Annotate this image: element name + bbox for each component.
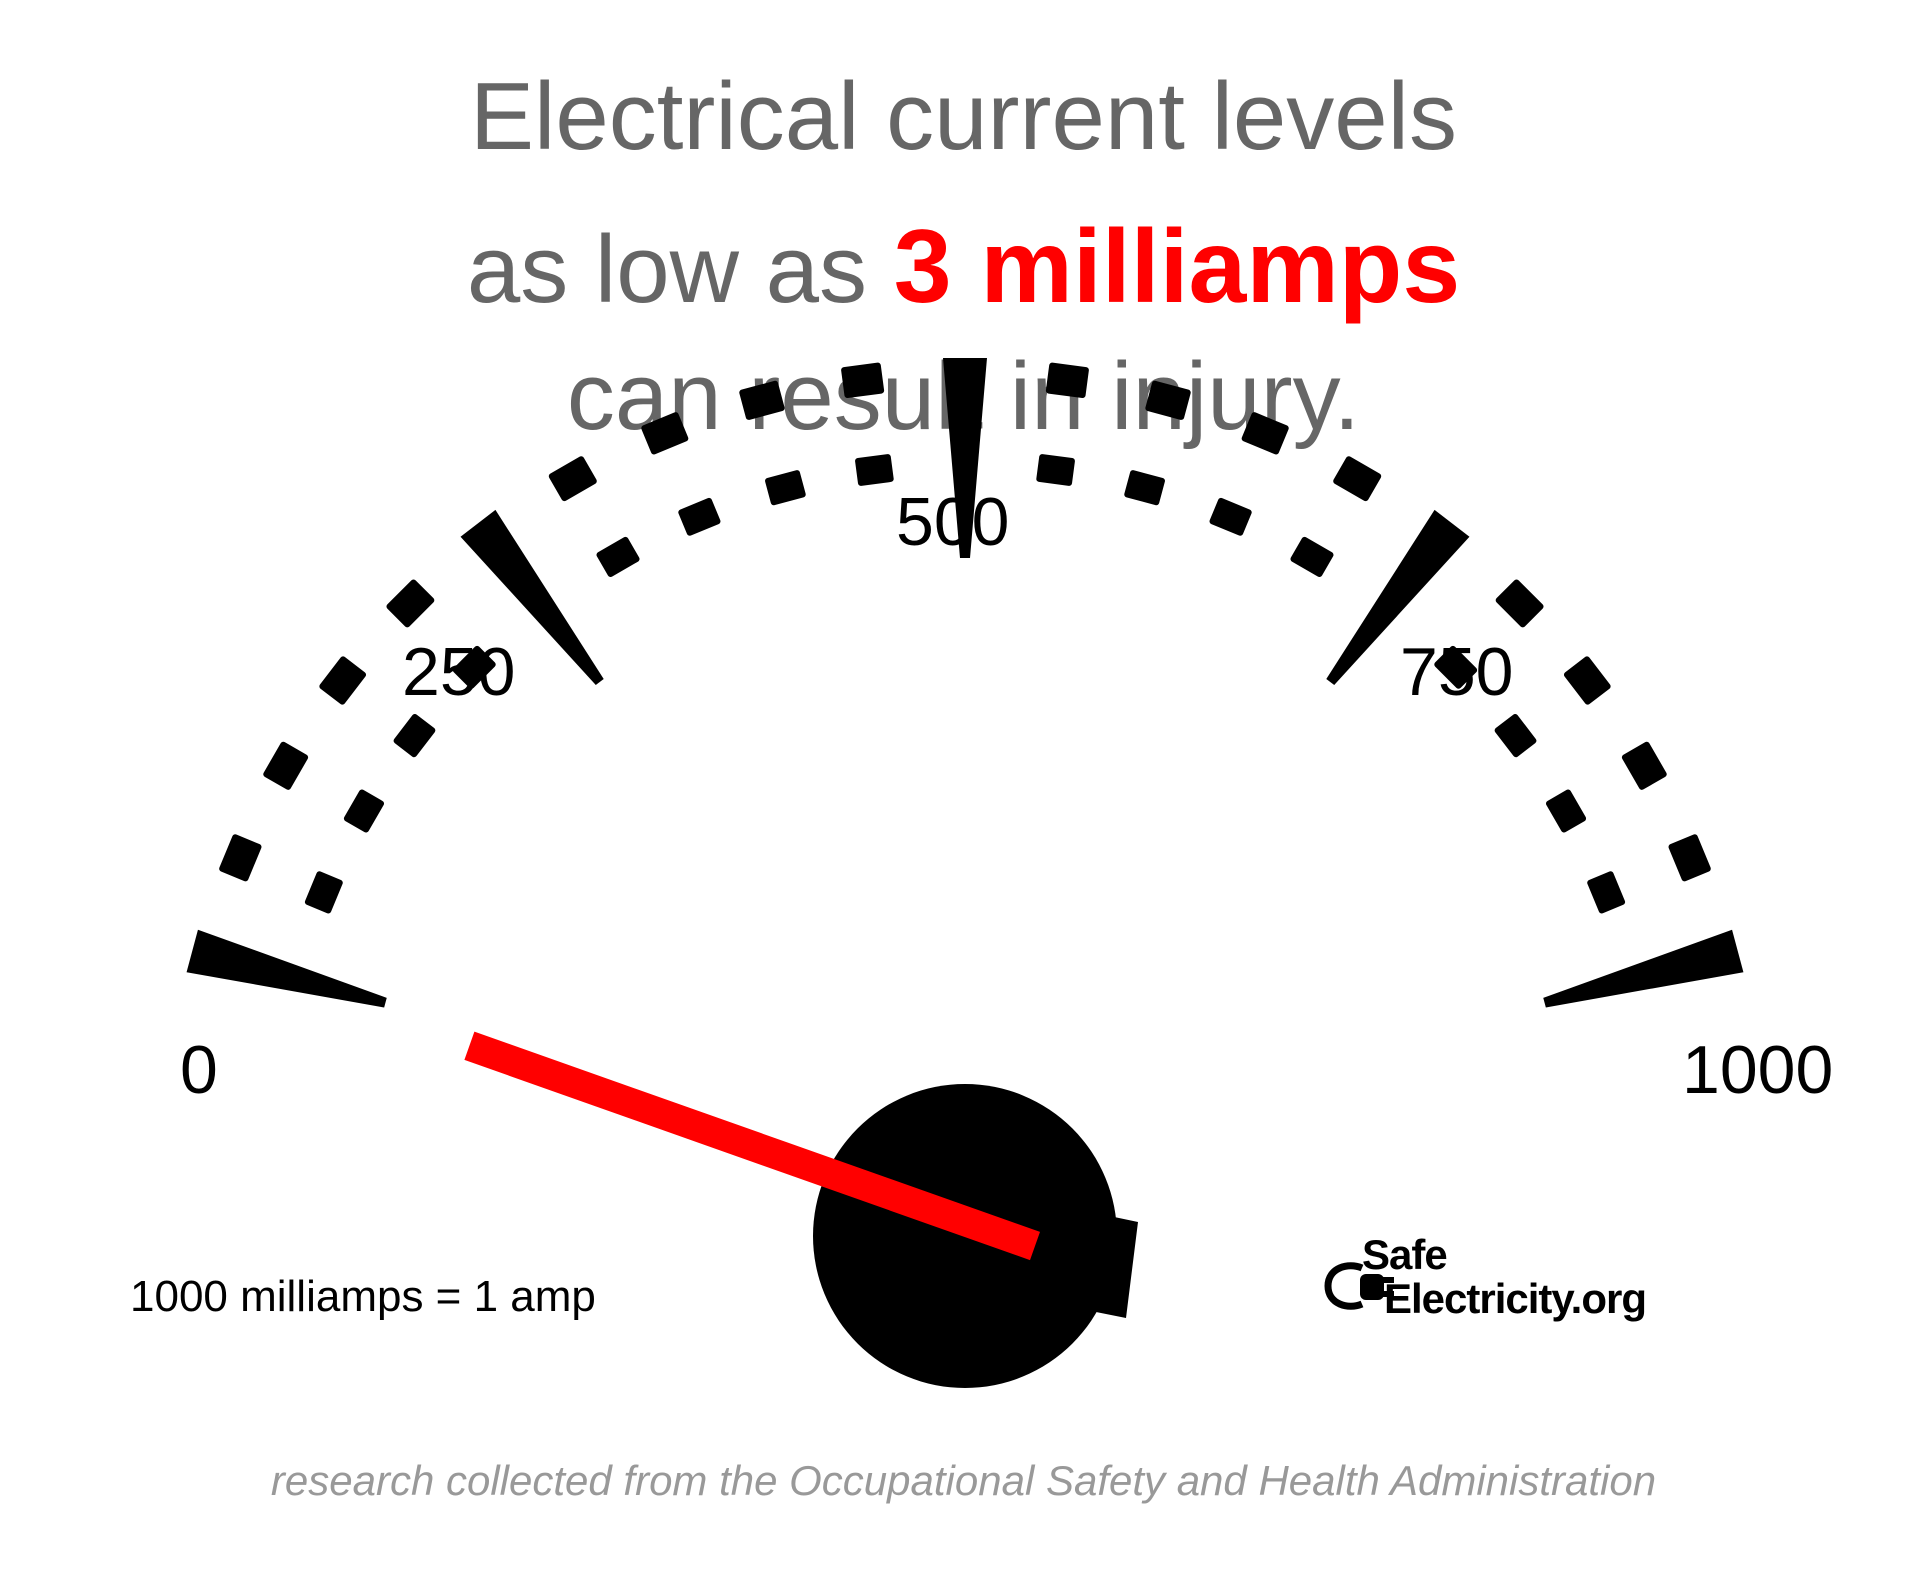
minor-tick-200-inner [452,645,496,689]
scale-label-250: 250 [402,634,516,710]
minor-tick-600-inner [1124,470,1165,506]
minor-tick-400-outer [739,380,785,420]
scale-label-500: 500 [896,484,1010,560]
minor-tick-800-outer [1495,579,1544,628]
minor-tick-850-inner [1494,713,1537,758]
minor-tick-950-inner [1587,871,1626,914]
minor-tick-200-outer [386,579,435,628]
major-tick-0 [186,929,387,1008]
unit-footnote: 1000 milliamps = 1 amp [130,1272,596,1321]
major-tick-1000 [1543,929,1744,1008]
minor-tick-150-outer [319,656,367,705]
gauge-ticks [186,358,1744,1008]
minor-tick-650-outer [1241,412,1289,455]
minor-tick-800-inner [1434,645,1478,689]
minor-tick-700-inner [1290,536,1334,578]
hub-tab [1096,1214,1138,1318]
minor-tick-150-inner [393,713,436,758]
source-credit: research collected from the Occupational… [270,1457,1657,1504]
minor-tick-100-outer [263,741,309,790]
minor-tick-50-outer [219,834,262,882]
minor-tick-300-inner [596,536,640,578]
logo-text-electricity: Electricity.org [1384,1275,1647,1322]
minor-tick-550-inner [1036,454,1075,486]
minor-tick-350-outer [641,412,689,455]
minor-tick-700-outer [1333,456,1382,502]
scale-label-1000: 1000 [1682,1032,1834,1108]
gauge-needle [464,1031,1040,1261]
headline-line-2: as low as 3 milliamps [0,212,1927,325]
minor-tick-100-inner [343,789,385,833]
major-tick-250 [460,509,604,686]
minor-tick-900-outer [1621,741,1667,790]
minor-tick-600-outer [1145,380,1191,420]
safe-electricity-logo: Safe Electricity.org [1318,1232,1698,1342]
electric-plug-icon [1324,1262,1394,1310]
scale-label-750: 750 [1400,634,1514,710]
minor-tick-550-outer [1045,362,1089,399]
headline-line-1: Electrical current levels [470,63,1457,170]
minor-tick-400-inner [765,470,806,506]
major-tick-500 [943,358,987,558]
major-tick-750 [1326,509,1470,686]
minor-tick-50-inner [304,871,343,914]
minor-tick-450-outer [841,362,885,399]
minor-tick-650-inner [1209,497,1252,536]
minor-tick-900-inner [1545,789,1587,833]
needle [464,1031,1040,1261]
headline-prefix: as low as [466,216,894,323]
logo-text-safe: Safe [1362,1231,1448,1278]
minor-tick-950-outer [1668,834,1711,882]
minor-tick-450-inner [855,454,894,486]
headline-highlight: 3 milliamps [893,209,1461,325]
minor-tick-300-outer [548,456,597,502]
minor-tick-350-inner [678,497,721,536]
minor-tick-850-outer [1563,656,1611,705]
scale-label-0: 0 [180,1032,218,1108]
